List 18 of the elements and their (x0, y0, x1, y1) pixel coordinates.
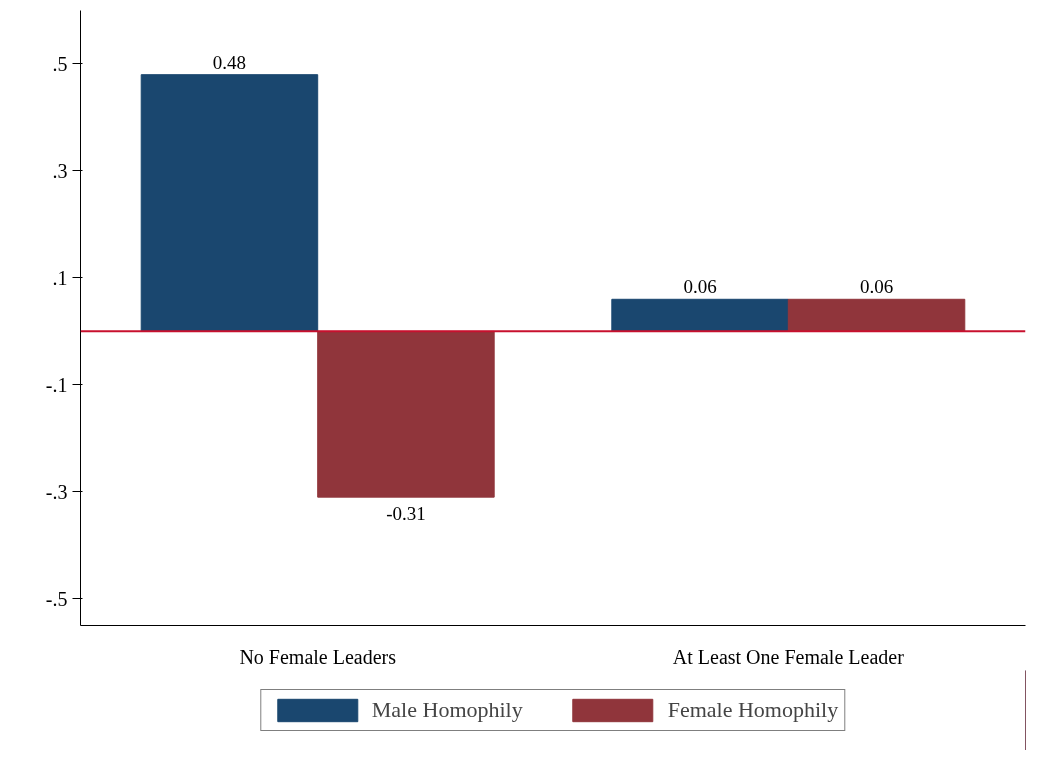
legend-label: Male Homophily (371, 697, 523, 723)
data-label: 0.06 (859, 276, 894, 298)
y-tick-label: .1 (52, 266, 68, 289)
legend-label: Female Homophily (667, 697, 839, 723)
bar (140, 74, 319, 332)
data-label: 0.06 (683, 276, 717, 298)
bar (787, 298, 966, 332)
y-tick-label: -.3 (45, 480, 68, 503)
x-tick-label: No Female Leaders (239, 645, 397, 668)
y-tick-label: .5 (52, 52, 68, 75)
bar (317, 330, 495, 498)
y-tick-label: .3 (52, 159, 68, 182)
data-label: 0.48 (212, 51, 247, 73)
data-label: -0.31 (386, 503, 426, 525)
x-tick-label: At Least One Female Leader (672, 645, 905, 668)
y-tick-label: -.1 (45, 373, 68, 396)
y-tick-label: -.5 (45, 587, 68, 610)
bar (611, 298, 789, 332)
